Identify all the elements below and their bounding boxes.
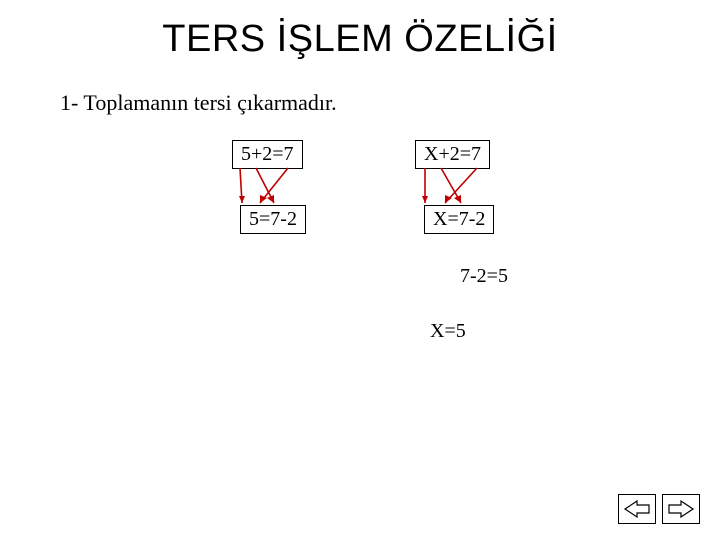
- equation-box-5plus2: 5+2=7: [232, 140, 303, 169]
- arrow-right-icon: [667, 499, 695, 519]
- nav-group: [618, 494, 700, 524]
- arrows-right-group: [415, 165, 493, 210]
- equation-7minus2eq5: 7-2=5: [460, 265, 508, 288]
- page-title: TERS İŞLEM ÖZELİĞİ: [0, 18, 720, 61]
- equation-box-xeq7minus2: X=7-2: [424, 205, 494, 234]
- nav-next-button[interactable]: [662, 494, 700, 524]
- rule-subtitle: 1- Toplamanın tersi çıkarmadır.: [60, 90, 337, 116]
- equation-box-5eq7minus2: 5=7-2: [240, 205, 306, 234]
- equation-box-xplus2: X+2=7: [415, 140, 490, 169]
- nav-prev-button[interactable]: [618, 494, 656, 524]
- equation-xeq5: X=5: [430, 320, 466, 343]
- arrow-left-icon: [623, 499, 651, 519]
- arrows-left-group: [232, 165, 302, 210]
